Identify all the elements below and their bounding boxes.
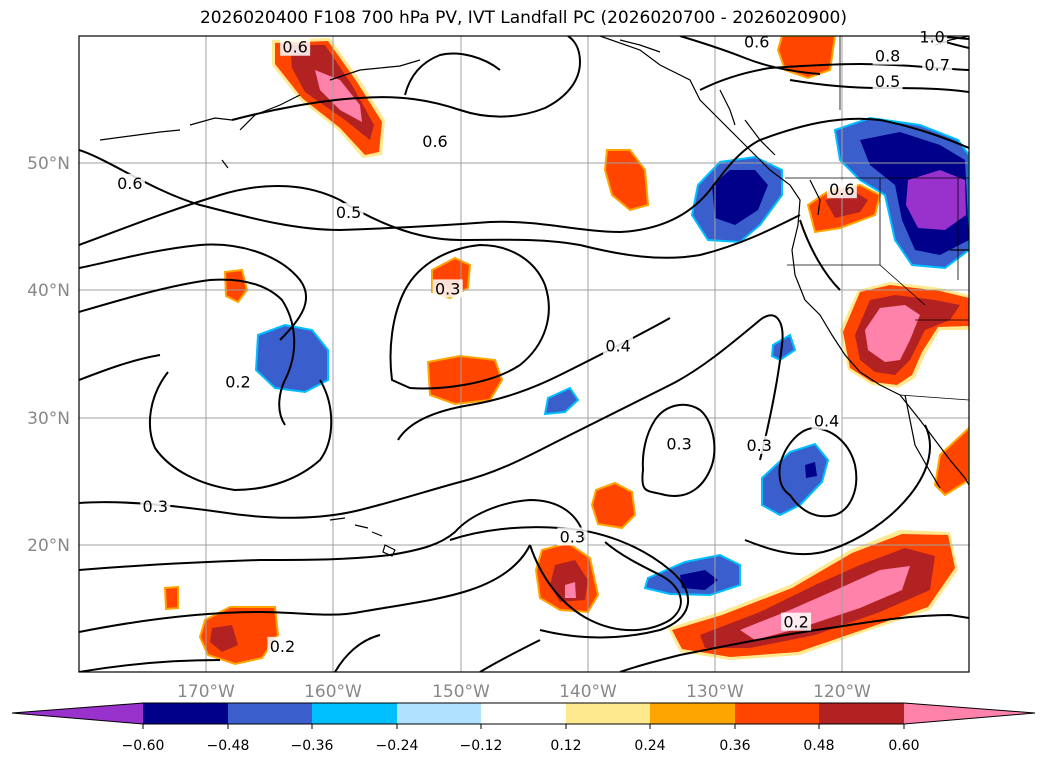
contour-label-halo [603, 336, 634, 355]
lon-tick-label: 150°W [432, 682, 490, 702]
ivt-feature-122w-26n [761, 442, 830, 517]
contour-label-halo [432, 279, 463, 298]
colorbar-segment [650, 703, 735, 724]
pv-contour-label: 1.0 [919, 28, 944, 47]
pv-contour-label: 0.2 [783, 613, 808, 632]
ivt-feature-130w-17n [643, 553, 741, 597]
pv-contour-label: 0.5 [875, 72, 900, 91]
colorbar-tick-label: 0.60 [888, 738, 919, 754]
pv-contours [79, 36, 969, 672]
colorbar-ticks [142, 724, 905, 729]
ivt-feature-168w-40n [223, 268, 249, 304]
ivt-feature-gulf-of-alaska [272, 38, 385, 158]
colorbar: −0.60 −0.48 −0.36 −0.24 −0.12 0.12 0.24 … [11, 702, 1036, 754]
pv-contour-label: 0.4 [814, 412, 839, 431]
colorbar-tick-label: −0.60 [122, 738, 165, 754]
coastlines [99, 36, 969, 557]
colorbar-segment [228, 703, 312, 724]
ivt-feature-141w-31n [543, 386, 580, 416]
ivt-feature-125w-36n [770, 333, 797, 362]
colorbar-segment [481, 703, 566, 724]
ivt-feature-pacific-northwest [806, 183, 882, 234]
contour-label-halo [557, 527, 588, 546]
lat-tick-label: 50°N [27, 154, 70, 174]
figure-title: 2026020400 F108 700 hPa PV, IVT Landfall… [199, 8, 847, 28]
colorbar-extend-high [904, 703, 1035, 724]
ivt-feature-174w-16n [163, 585, 179, 611]
contour-label-halo [267, 636, 298, 655]
colorbar-segment [735, 703, 819, 724]
colorbar-segment [397, 703, 481, 724]
colorbar-tick-label: −0.24 [376, 738, 419, 754]
contour-label-halo [664, 434, 695, 453]
colorbar-segment [819, 703, 904, 724]
colorbar-segment [312, 703, 397, 724]
ivt-feature-148w-33n [426, 354, 504, 406]
contour-label-halo [922, 55, 953, 74]
contour-label-halo [826, 180, 857, 199]
contour-label-halo [741, 32, 772, 51]
lat-tick-label: 20°N [27, 536, 70, 556]
pv-contour-label: 0.3 [435, 279, 460, 298]
lon-tick-label: 160°W [304, 682, 362, 702]
pv-contour-label: 0.6 [744, 33, 769, 52]
colorbar-tick-label: −0.36 [291, 738, 334, 754]
lon-tick-label: 170°W [177, 682, 235, 702]
lon-tick-label: 120°W [813, 682, 871, 702]
pv-contour-label: 0.6 [829, 180, 854, 199]
plot-frame [78, 35, 970, 673]
pv-contour-label: 0.3 [666, 435, 691, 454]
borders [785, 36, 969, 401]
colorbar-extend-low [12, 703, 143, 724]
colorbar-tick-label: 0.24 [634, 738, 665, 754]
contour-label-halo [114, 173, 145, 192]
gridlines [79, 36, 969, 672]
contour-label-halo [872, 46, 903, 65]
pv-contour-label: 0.3 [143, 497, 168, 516]
pv-contour-label: 0.7 [924, 56, 949, 75]
contour-label-halo [333, 203, 364, 222]
longitude-axis: 170°W 160°W 150°W 140°W 130°W 120°W [177, 682, 871, 702]
contour-label-halo [140, 496, 171, 515]
contour-label-halo [872, 72, 903, 91]
colorbar-tick-label: 0.48 [803, 738, 834, 754]
ivt-feature-california [840, 282, 969, 388]
pv-contour-label: 0.3 [746, 436, 771, 455]
lat-tick-label: 40°N [27, 281, 70, 301]
colorbar-segment [143, 703, 228, 724]
contour-label-halo [420, 131, 450, 150]
colorbar-tick-label: 0.12 [550, 738, 581, 754]
latitude-axis: 20°N 30°N 40°N 50°N [27, 154, 70, 556]
ivt-shading-layer [163, 36, 969, 666]
pv-contour-label: 0.6 [422, 132, 447, 151]
pv-contour-label: 0.5 [336, 203, 361, 222]
pv-contour-label: 0.2 [225, 372, 250, 391]
pv-contour-label: 0.6 [282, 38, 307, 57]
ivt-feature-143w-49n [603, 149, 650, 212]
ivt-feature-166w-13n [198, 606, 280, 666]
pv-contour-label: 0.8 [875, 47, 900, 66]
contour-label-halo [744, 435, 775, 454]
lon-tick-label: 130°W [686, 682, 744, 702]
colorbar-segment [566, 703, 650, 724]
lon-tick-label: 140°W [559, 682, 617, 702]
pv-contour-label: 0.4 [605, 337, 630, 356]
contour-label-halo [781, 612, 812, 631]
ivt-feature-142w-17n [534, 541, 600, 614]
colorbar-tick-label: −0.12 [460, 738, 503, 754]
pv-contour-label: 0.6 [117, 174, 142, 193]
ivt-feature-140w-23n [590, 481, 637, 530]
pv-contour-label: 0.3 [560, 527, 585, 546]
colorbar-tick-label: −0.48 [207, 738, 250, 754]
pv-contour-label: 0.2 [270, 637, 295, 656]
contour-label-halo [280, 37, 311, 56]
lat-tick-label: 30°N [27, 409, 70, 429]
colorbar-tick-label: 0.36 [719, 738, 750, 754]
contour-label-halo [222, 372, 253, 391]
contour-label-halo [811, 411, 842, 430]
